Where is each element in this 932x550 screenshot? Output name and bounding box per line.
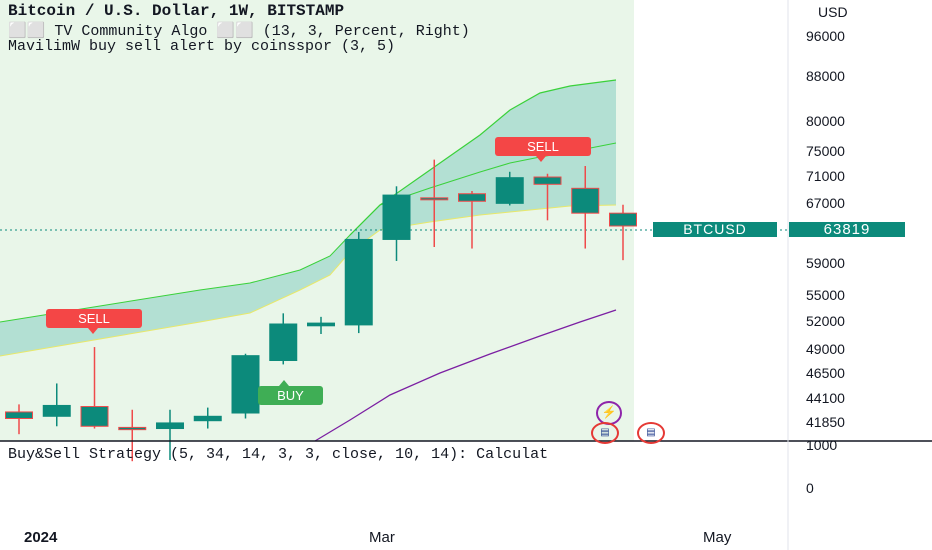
sell-tag-pointer <box>536 156 546 162</box>
currency-label[interactable]: USD <box>818 4 848 20</box>
indicator-axis-top: 1000 <box>806 437 838 453</box>
price-axis-tick: 80000 <box>806 112 845 129</box>
candle-body <box>533 176 562 185</box>
price-axis-tick: 71000 <box>806 168 845 185</box>
candle-body <box>609 212 637 227</box>
sell-tag-pointer <box>88 328 98 334</box>
us-flag-icon[interactable]: ▤ <box>591 422 619 444</box>
chart-title: Bitcoin / U.S. Dollar, 1W, BITSTAMP <box>8 2 345 20</box>
price-axis-tick: 59000 <box>806 254 845 271</box>
indicator-legend-mavilim[interactable]: MavilimW buy sell alert by coinsspor (3,… <box>8 38 396 55</box>
last-price-tag: 63819 <box>789 222 905 237</box>
price-axis-tick: 44100 <box>806 390 845 406</box>
indicator-legend-algo[interactable]: ⬜⬜ TV Community Algo ⬜⬜ (13, 3, Percent,… <box>8 23 470 40</box>
candle-body <box>42 404 71 417</box>
candle-body <box>156 422 184 430</box>
mavilim-line <box>314 309 617 442</box>
us-flag-icon[interactable]: ▤ <box>637 422 665 444</box>
buy-signal-tag: BUY <box>258 386 323 405</box>
candle-body <box>5 411 33 419</box>
lightning-icon[interactable]: ⚡ <box>596 401 622 425</box>
price-axis-tick: 46500 <box>806 365 845 382</box>
price-axis-tick: 41850 <box>806 414 845 431</box>
candle-body <box>193 415 222 422</box>
candle-body <box>307 322 335 327</box>
x-label-mar: Mar <box>369 529 395 546</box>
candle-body <box>495 177 524 204</box>
price-axis-tick: 75000 <box>806 142 845 159</box>
candle-body <box>420 197 449 201</box>
price-axis-tick: 88000 <box>806 68 845 85</box>
candle-body <box>231 355 260 414</box>
indicator-axis-zero: 0 <box>806 480 814 496</box>
chart-background-shade <box>0 0 634 441</box>
cloud-band-upper <box>350 80 616 235</box>
price-axis-tick: 67000 <box>806 195 845 212</box>
x-label-2024: 2024 <box>24 529 58 546</box>
price-axis-tick: 52000 <box>806 313 845 330</box>
candle-body <box>118 426 147 431</box>
candle-body <box>80 406 109 427</box>
candle-body <box>344 238 373 326</box>
x-label-may: May <box>703 529 732 546</box>
candle-body <box>571 187 600 214</box>
symbol-tag: BTCUSD <box>653 222 777 237</box>
price-axis-tick: 55000 <box>806 287 845 304</box>
band-mid-line <box>0 142 617 323</box>
price-axis-tick: 49000 <box>806 340 845 357</box>
sell-signal-tag: SELL <box>46 309 142 328</box>
indicator-pane-title[interactable]: Buy&Sell Strategy (5, 34, 14, 3, 3, clos… <box>8 446 549 463</box>
price-axis-tick: 96000 <box>806 27 845 44</box>
buy-tag-pointer <box>279 380 289 386</box>
candle-body <box>269 323 298 362</box>
candle-body <box>382 194 411 240</box>
sell-signal-tag: SELL <box>495 137 591 156</box>
candle-body <box>458 193 486 202</box>
